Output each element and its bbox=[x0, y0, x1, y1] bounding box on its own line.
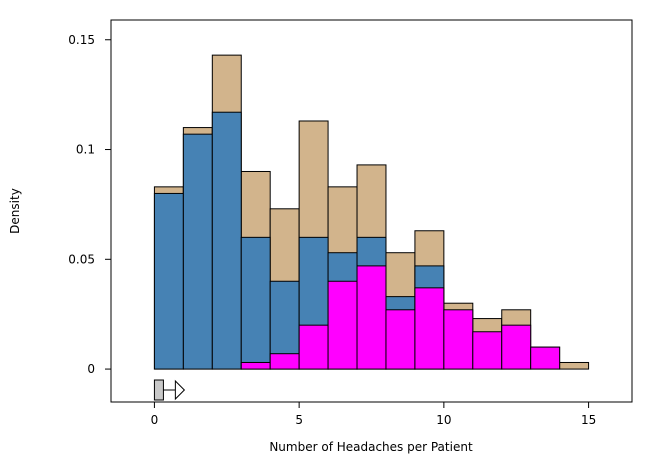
x-tick-label: 5 bbox=[295, 413, 303, 427]
bar-series-1-bin-0 bbox=[153, 192, 184, 370]
x-tick-label: 15 bbox=[581, 413, 596, 427]
marker-box bbox=[153, 379, 164, 401]
bar-series-2-bin-10 bbox=[443, 309, 474, 370]
plot-frame bbox=[110, 19, 633, 403]
bar-series-2-bin-4 bbox=[269, 353, 300, 370]
range-marker bbox=[153, 379, 186, 401]
bars-layer bbox=[153, 54, 590, 370]
bar-series-1-bin-1 bbox=[182, 133, 213, 370]
bar-series-2-bin-12 bbox=[501, 324, 532, 370]
bar-series-2-bin-9 bbox=[414, 287, 445, 370]
bar-series-2-bin-11 bbox=[472, 331, 503, 370]
x-tick-label: 0 bbox=[151, 413, 159, 427]
y-axis-label: Density bbox=[8, 188, 22, 234]
y-tick-label: 0.1 bbox=[76, 143, 95, 157]
bar-series-2-bin-5 bbox=[298, 324, 329, 370]
x-axis-label: Number of Headaches per Patient bbox=[269, 440, 473, 454]
bar-series-1-bin-3 bbox=[240, 236, 271, 370]
y-tick-label: 0.05 bbox=[68, 252, 95, 266]
bar-series-2-bin-8 bbox=[385, 309, 416, 370]
bar-series-2-bin-13 bbox=[530, 346, 561, 370]
bar-series-0-bin-14 bbox=[559, 361, 590, 370]
bar-series-2-bin-3 bbox=[240, 361, 271, 370]
x-tick-label: 10 bbox=[436, 413, 451, 427]
bar-series-2-bin-7 bbox=[356, 265, 387, 370]
bar-series-2-bin-6 bbox=[327, 280, 358, 370]
bar-series-1-bin-2 bbox=[211, 111, 242, 370]
axes-layer: 0 0.05 0.1 0.15 0 5 10 15 bbox=[68, 33, 596, 427]
y-tick-label: 0.15 bbox=[68, 33, 95, 47]
y-tick-label: 0 bbox=[87, 362, 95, 376]
marker-arrow bbox=[174, 379, 186, 401]
